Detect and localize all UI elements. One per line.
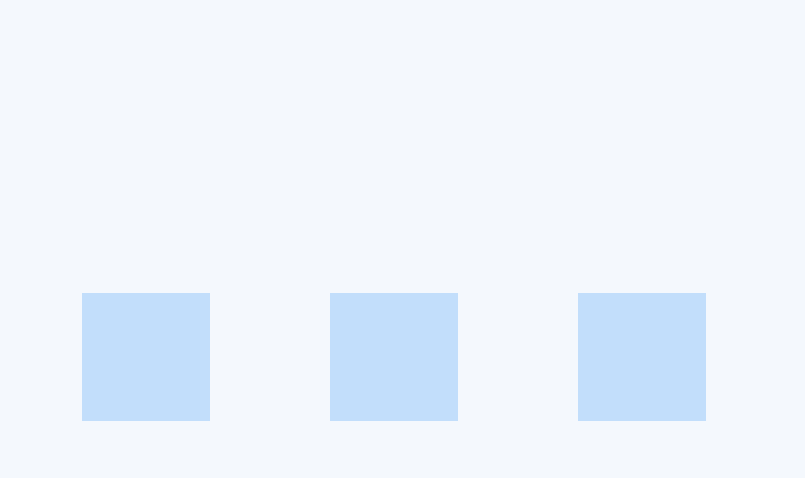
- tiles-row: [82, 293, 706, 421]
- placeholder-tile-2[interactable]: [330, 293, 458, 421]
- placeholder-tile-3[interactable]: [578, 293, 706, 421]
- placeholder-tile-1[interactable]: [82, 293, 210, 421]
